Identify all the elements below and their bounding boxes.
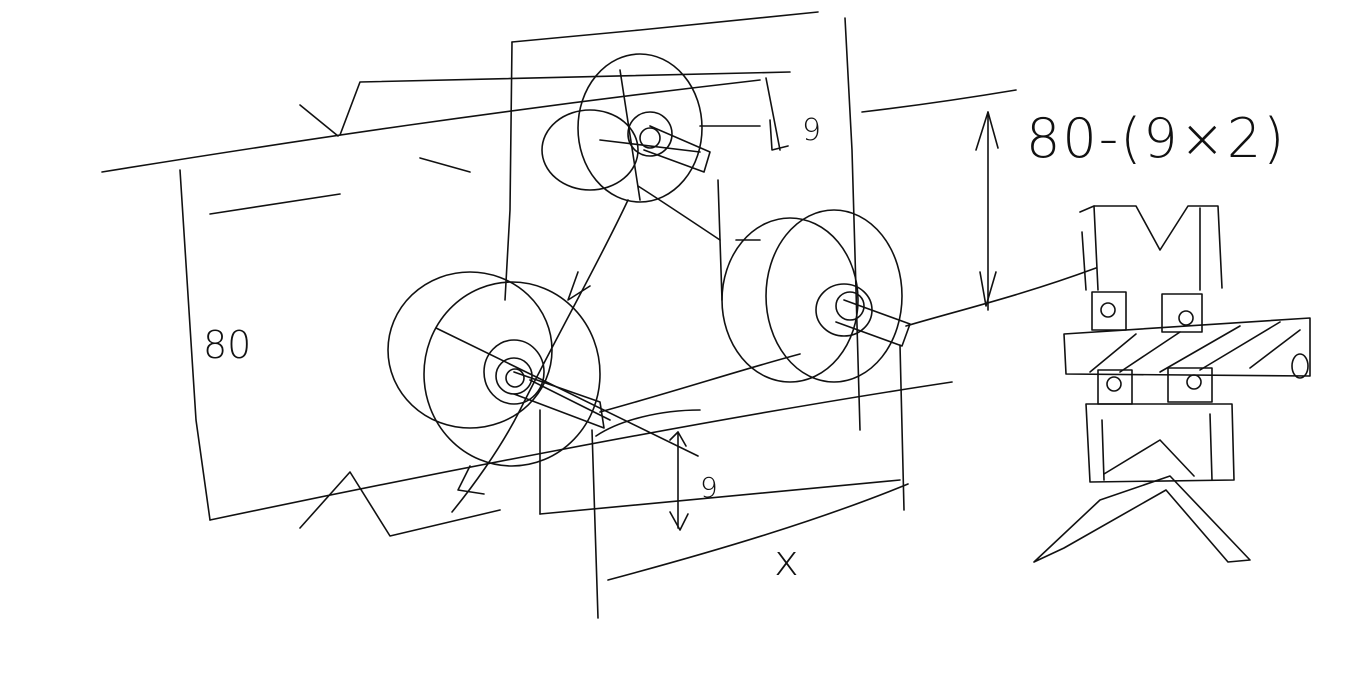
rear-plate	[101, 71, 1017, 537]
height-formula-label: 80-(9×2)	[1026, 107, 1287, 170]
left-roller	[387, 271, 701, 467]
side-view	[1033, 205, 1311, 563]
top-offset-dimension	[765, 77, 789, 151]
bottom-offset-dimension	[669, 431, 689, 531]
height-dimension-arrow	[975, 111, 999, 311]
top-roller	[541, 53, 761, 203]
x-dimension-label: x	[774, 536, 799, 585]
inner-plate	[504, 11, 909, 619]
belt	[451, 185, 801, 513]
top-offset-9-label: 9	[802, 113, 822, 148]
cable	[905, 267, 1097, 327]
height-80-label: 80	[203, 323, 252, 367]
bottom-offset-9-label: 9	[700, 471, 718, 504]
right-roller	[717, 179, 911, 383]
